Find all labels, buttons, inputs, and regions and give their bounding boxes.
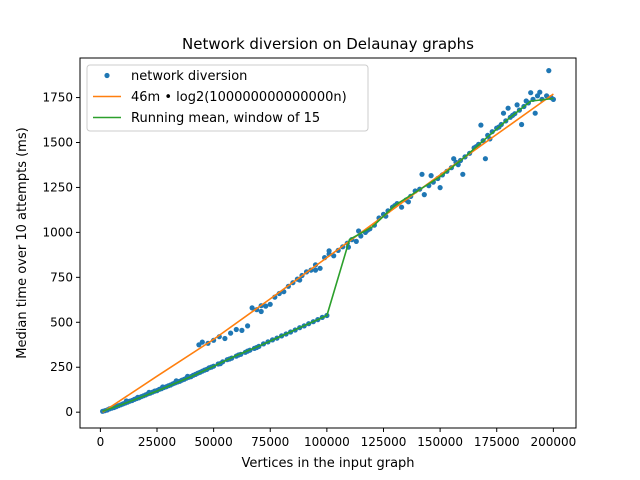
data-point [199, 339, 205, 345]
legend-label-fit: 46m • log2(100000000000000n) [131, 90, 347, 105]
y-tick-label: 0 [65, 405, 73, 419]
data-point [233, 326, 239, 333]
x-tick-label: 150000 [417, 435, 463, 449]
data-point [245, 323, 251, 329]
data-point [460, 171, 466, 177]
x-tick-label: 175000 [474, 435, 520, 449]
data-point [451, 156, 457, 162]
legend: network diversion 46m • log2(10000000000… [86, 64, 369, 132]
x-tick-label: 200000 [530, 435, 576, 449]
data-point [546, 68, 552, 74]
data-point [519, 121, 525, 128]
data-point [228, 330, 234, 336]
x-tick-label: 50000 [195, 435, 233, 449]
data-point [405, 199, 411, 205]
x-tick-label: 75000 [251, 435, 289, 449]
data-point [489, 129, 495, 135]
data-point [239, 327, 245, 333]
data-point [353, 238, 359, 244]
data-point [437, 185, 443, 191]
y-tick-label: 1500 [42, 135, 73, 149]
legend-marker-scatter [104, 72, 110, 79]
y-tick-label: 1000 [42, 225, 73, 239]
y-axis-ticks: 0 250 500 750 1000 1250 1500 1750 [42, 91, 80, 419]
y-axis-label: Median time over 10 attempts (ms) [15, 127, 30, 358]
legend-label-scatter: network diversion [131, 69, 247, 84]
y-tick-label: 750 [50, 270, 73, 284]
x-tick-label: 25000 [138, 435, 176, 449]
data-point [356, 228, 362, 234]
x-axis-ticks: 0 25000 50000 75000 100000 125000 150000 175000… [97, 428, 576, 449]
data-point [428, 173, 434, 179]
data-point [267, 301, 273, 307]
data-point [500, 110, 507, 116]
running-mean-line [102, 97, 554, 413]
x-tick-label: 0 [97, 435, 105, 449]
data-point [419, 171, 425, 177]
x-tick-label: 100000 [304, 435, 350, 449]
data-point [312, 267, 319, 273]
data-point [249, 305, 255, 311]
y-tick-label: 1250 [42, 180, 73, 194]
legend-box [86, 64, 369, 132]
data-point [532, 110, 538, 116]
data-point [478, 122, 484, 128]
y-tick-label: 500 [50, 315, 73, 329]
data-point [528, 90, 534, 96]
data-point [537, 89, 543, 95]
data-point [258, 308, 264, 315]
chart-title: Network diversion on Delaunay graphs [182, 35, 474, 53]
y-tick-label: 250 [50, 360, 73, 374]
x-tick-label: 125000 [361, 435, 407, 449]
series-layer [100, 68, 557, 414]
data-point [222, 335, 228, 342]
data-point [317, 265, 323, 271]
data-point [523, 98, 529, 104]
legend-label-running-mean: Running mean, window of 15 [131, 111, 320, 126]
data-point [326, 248, 332, 254]
data-point [263, 303, 269, 309]
data-point [505, 105, 511, 111]
x-axis-label: Vertices in the input graph [241, 456, 414, 471]
data-point [482, 156, 488, 162]
data-point [421, 192, 427, 198]
y-tick-label: 1750 [42, 91, 73, 105]
data-point [399, 204, 405, 210]
data-point [514, 102, 520, 108]
